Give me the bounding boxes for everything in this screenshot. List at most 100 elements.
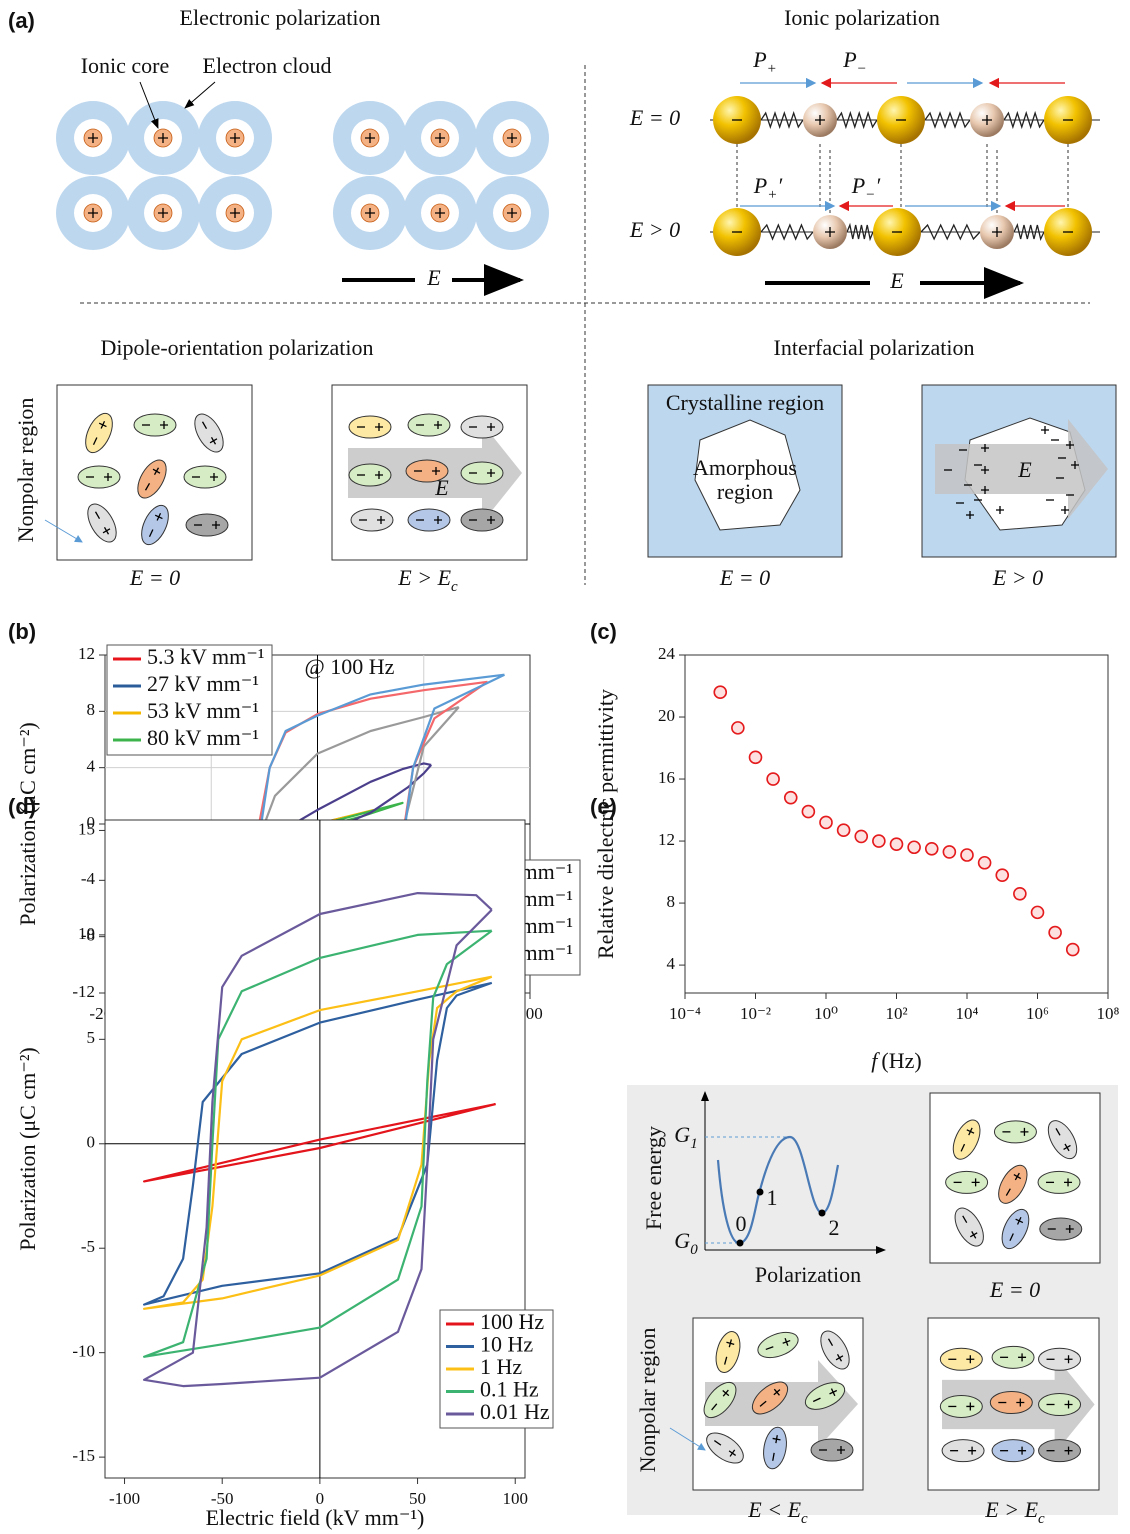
p-label-sub: − [865,187,875,203]
spring [1014,225,1044,239]
y-tick-label: -10 [72,1342,95,1361]
p-label-prime: ′ [777,173,783,198]
field-label: E [889,268,904,293]
row-label: E > 0 [629,217,680,242]
data-point [1067,944,1079,956]
energy-level-sub: 1 [690,1136,698,1152]
y-tick-label: 20 [658,706,675,725]
state-label: 1 [767,1185,778,1210]
row-label: E = 0 [629,105,680,130]
region-label: region [717,479,773,504]
y-tick-label: 0 [87,1133,96,1152]
condition-label-main: E < E [747,1497,801,1522]
y-axis-label: Free energy [641,1126,666,1230]
dipole [408,414,450,436]
dipole [351,509,393,531]
condition-label: E = 0 [719,565,770,590]
data-point [750,751,762,763]
dipole [942,1440,984,1462]
dipole [1040,1218,1082,1240]
energy-level-main: G [674,1122,690,1147]
field-label: E [426,265,441,290]
region-label: Nonpolar region [635,1328,660,1473]
region-label: Crystalline region [666,390,824,415]
field-label: E [1017,457,1032,482]
dipole-body [990,1392,1032,1414]
dipole-body [184,466,226,488]
p-label-prime: ′ [875,173,881,198]
data-point [1014,888,1026,900]
condition-label: E < Ec [747,1497,808,1527]
dipole-body [78,466,120,488]
state-dot [819,1210,826,1217]
data-point [908,841,920,853]
y-axis-label: Relative dielectric permittivity [593,689,618,959]
dipole [1038,1171,1080,1193]
data-point [820,816,832,828]
condition-label: E = 0 [129,565,180,590]
dipole [134,414,176,436]
panel-label: (a) [8,8,35,33]
legend-label: 10 Hz [480,1332,533,1357]
p-label: P−′ [851,173,882,203]
y-tick-label: 10 [78,924,95,943]
x-axis-label: Electric field (kV mm⁻¹) [206,1505,425,1530]
data-point [785,792,797,804]
dipole [992,1346,1034,1368]
y-tick-label: 24 [658,644,676,663]
state-dot [737,1240,744,1247]
dipole-body [461,509,503,531]
condition-label-sub: c [451,579,458,595]
dipole-body [1039,1393,1081,1415]
dipole-body [1039,1440,1081,1462]
state-label: 2 [829,1215,840,1240]
dipole-body [408,509,450,531]
y-tick-label: 16 [658,768,675,787]
state-dot [757,1189,764,1196]
dipole [940,1395,982,1417]
p-label-main: P [842,47,856,72]
y-tick-label: 4 [87,757,96,776]
section-title: Interfacial polarization [774,335,975,360]
dipole [461,509,503,531]
dipole [994,1121,1036,1143]
p-label-sub: − [857,61,867,77]
dipole [78,466,120,488]
x-axis-unit: (Hz) [881,1048,921,1073]
data-point [1032,906,1044,918]
dipole-body [1038,1171,1080,1193]
data-point [855,830,867,842]
dipole-body [349,464,391,486]
legend-label: 53 kV mm⁻¹ [147,698,259,723]
page: Polarization mechanisms figure html, bod… [0,0,1130,1534]
p-label-main: P [752,47,766,72]
y-tick-label: 15 [78,819,95,838]
figure: (a)(b)(c)(d)(e)Electronic polarizationIo… [0,0,1130,1534]
p-label-main: P [753,173,767,198]
dipole [461,416,503,438]
x-tick-label: 10⁻² [740,1004,771,1023]
state-label: 0 [736,1211,747,1236]
y-tick-label: 5 [87,1028,96,1047]
y-axis-label: Polarization (μC cm⁻²) [15,722,40,926]
y-tick-label: 8 [667,892,676,911]
dipole-body [992,1440,1034,1462]
y-tick-label: 12 [658,830,675,849]
condition-label-main: E > E [984,1497,1038,1522]
data-point [732,722,744,734]
data-point [767,773,779,785]
dipole [186,514,228,536]
dipole-body [351,509,393,531]
dipole-body [940,1348,982,1370]
legend-label: 5.3 kV mm⁻¹ [147,644,264,669]
y-tick-label: -15 [72,1446,95,1465]
x-tick-label: 10⁶ [1026,1004,1049,1023]
data-point [1049,927,1061,939]
dipole [940,1348,982,1370]
condition-label-main: E > E [397,565,451,590]
dipole-body [349,416,391,438]
region-label: Amorphous [693,455,797,480]
section-title: Ionic polarization [784,5,940,30]
dipole [184,466,226,488]
energy-level-sub: 0 [690,1242,698,1258]
